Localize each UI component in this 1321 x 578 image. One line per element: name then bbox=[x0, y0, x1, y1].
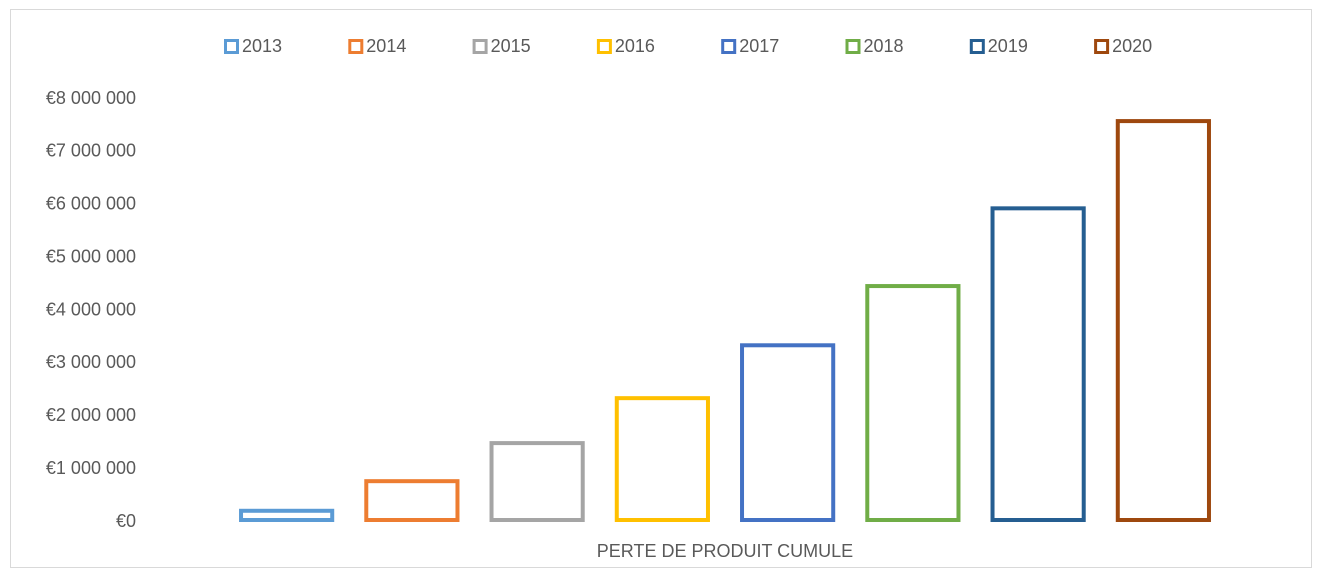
bar bbox=[489, 441, 585, 523]
legend-label: 2019 bbox=[988, 36, 1028, 56]
x-axis-label: PERTE DE PRODUIT CUMULE bbox=[597, 541, 853, 561]
legend-label: 2017 bbox=[739, 36, 779, 56]
y-tick-label: €5 000 000 bbox=[46, 246, 136, 266]
bar bbox=[1115, 119, 1211, 522]
legend-label: 2018 bbox=[864, 36, 904, 56]
legend-swatch bbox=[969, 39, 985, 54]
legend-swatch bbox=[224, 39, 239, 54]
bar bbox=[740, 343, 836, 522]
y-tick-label: €8 000 000 bbox=[46, 88, 136, 108]
legend-label: 2015 bbox=[491, 36, 531, 56]
legend-swatch bbox=[348, 39, 364, 54]
legend-swatch bbox=[1094, 39, 1110, 54]
legend-label: 2016 bbox=[615, 36, 655, 56]
legend-swatch bbox=[845, 39, 861, 54]
legend-label: 2014 bbox=[366, 36, 406, 56]
y-tick-label: €6 000 000 bbox=[46, 194, 136, 214]
bar bbox=[614, 396, 710, 522]
y-tick-label: €4 000 000 bbox=[46, 299, 136, 319]
y-tick-label: €0 bbox=[116, 511, 136, 531]
bar bbox=[990, 206, 1086, 522]
legend-label: 2020 bbox=[1112, 36, 1152, 56]
bar bbox=[239, 508, 335, 522]
legend-label: 2013 bbox=[242, 36, 282, 56]
y-tick-label: €2 000 000 bbox=[46, 405, 136, 425]
legend-swatch bbox=[596, 39, 612, 54]
bar bbox=[364, 479, 460, 523]
bar bbox=[865, 284, 961, 522]
legend-swatch bbox=[472, 39, 488, 54]
y-tick-label: €1 000 000 bbox=[46, 458, 136, 478]
y-tick-label: €7 000 000 bbox=[46, 141, 136, 161]
y-tick-label: €3 000 000 bbox=[46, 352, 136, 372]
legend-swatch bbox=[721, 39, 737, 54]
